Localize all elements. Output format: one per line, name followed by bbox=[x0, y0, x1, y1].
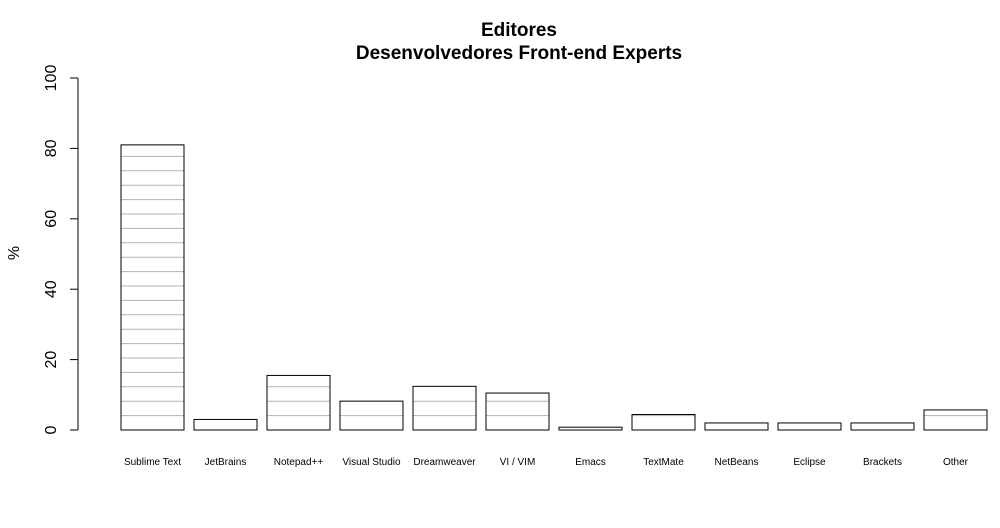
y-tick-label: 40 bbox=[43, 280, 60, 298]
bar bbox=[923, 409, 988, 431]
bar-group bbox=[485, 392, 550, 431]
bar bbox=[120, 144, 185, 431]
bar-fill bbox=[632, 414, 695, 430]
x-tick-label: VI / VIM bbox=[500, 457, 536, 468]
x-tick-labels: Sublime Text JetBrains Notepad++ Visual Stu… bbox=[124, 457, 969, 468]
x-tick-label: Other bbox=[943, 457, 969, 468]
x-tick-label: Eclipse bbox=[793, 457, 826, 468]
x-tick-label: NetBeans bbox=[715, 457, 759, 468]
y-tick-label: 0 bbox=[43, 425, 60, 434]
bar-fill bbox=[559, 427, 622, 430]
bar bbox=[631, 414, 696, 431]
bar-fill bbox=[486, 393, 549, 430]
bar-group bbox=[120, 144, 185, 431]
bar bbox=[704, 422, 769, 431]
x-tick-label: Visual Studio bbox=[342, 457, 401, 468]
bar-fill bbox=[778, 422, 841, 430]
bar-fill bbox=[194, 419, 257, 430]
bar bbox=[412, 385, 477, 431]
bar bbox=[558, 426, 623, 431]
bar bbox=[193, 418, 258, 431]
bar-group bbox=[704, 422, 769, 431]
x-tick-label: JetBrains bbox=[205, 457, 247, 468]
bar-group bbox=[558, 426, 623, 431]
y-tick-label: 20 bbox=[43, 351, 60, 369]
bar bbox=[850, 422, 915, 431]
bar bbox=[485, 392, 550, 431]
x-tick-label: Sublime Text bbox=[124, 457, 181, 468]
y-tick-label: 60 bbox=[43, 210, 60, 228]
chart-title: Editores bbox=[481, 20, 557, 41]
bar bbox=[339, 400, 404, 431]
bar-group bbox=[777, 422, 842, 431]
x-tick-label: Emacs bbox=[575, 457, 606, 468]
bar-fill bbox=[851, 422, 914, 430]
bar bbox=[777, 422, 842, 431]
x-tick-label: Dreamweaver bbox=[413, 457, 476, 468]
chart-subtitle: Desenvolvedores Front-end Experts bbox=[356, 43, 682, 64]
bars bbox=[120, 144, 988, 431]
bar-group bbox=[631, 414, 696, 431]
x-tick-label: Brackets bbox=[863, 457, 902, 468]
bar bbox=[266, 374, 331, 431]
bar-fill bbox=[267, 375, 330, 430]
bar-fill bbox=[924, 409, 987, 430]
bar-fill bbox=[413, 386, 476, 430]
y-axis-label: % bbox=[6, 246, 23, 260]
bar-fill bbox=[121, 144, 184, 430]
bar-group bbox=[266, 374, 331, 431]
bar-group bbox=[850, 422, 915, 431]
bar-group bbox=[339, 400, 404, 431]
bar-group bbox=[923, 409, 988, 431]
y-tick-label: 100 bbox=[43, 65, 60, 92]
y-tick-label: 80 bbox=[43, 139, 60, 157]
bar-fill bbox=[705, 422, 768, 430]
x-tick-label: TextMate bbox=[643, 457, 684, 468]
bar-group bbox=[412, 385, 477, 431]
x-tick-label: Notepad++ bbox=[274, 457, 324, 468]
y-axis: 0 20 40 60 80 100 bbox=[43, 65, 79, 434]
bar-group bbox=[193, 418, 258, 431]
